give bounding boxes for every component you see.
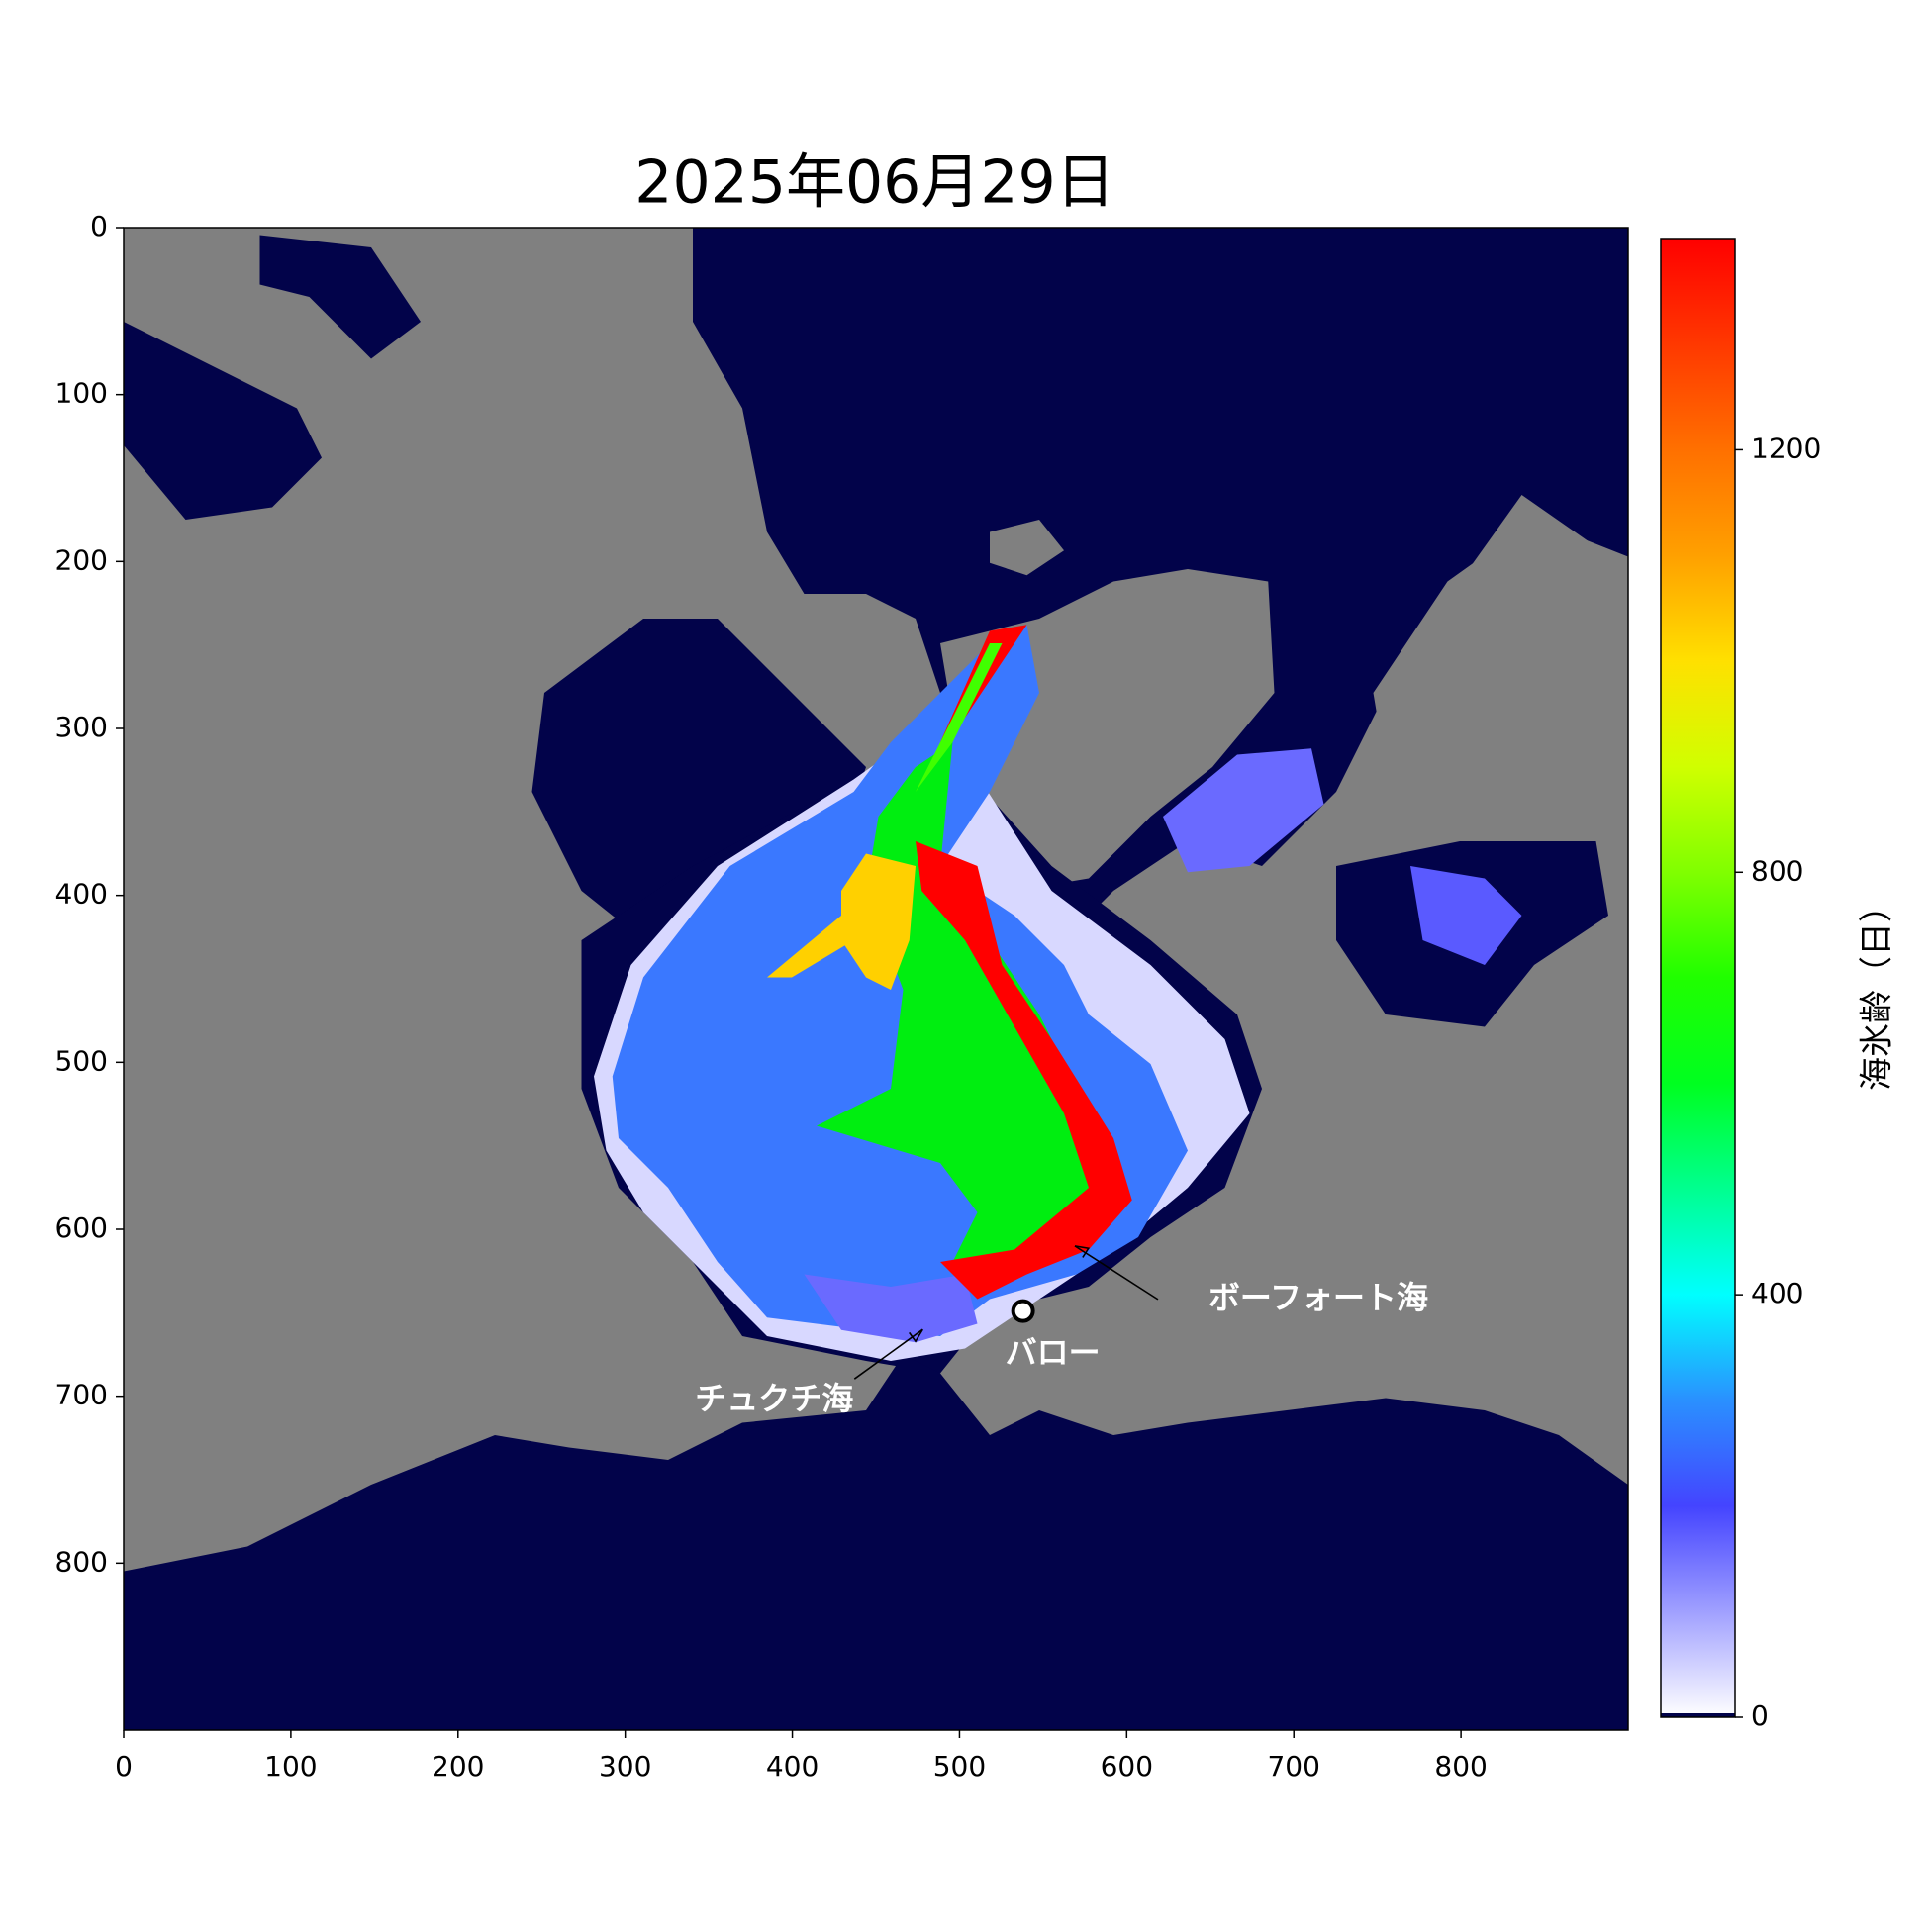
colorbar-tick-label: 1200 bbox=[1751, 432, 1821, 464]
ice bbox=[903, 643, 1003, 817]
marker bbox=[1011, 1299, 1035, 1323]
ice bbox=[1410, 866, 1522, 965]
x-tick-label: 100 bbox=[264, 1750, 317, 1783]
plot-frame bbox=[123, 227, 1629, 1731]
x-tick-label: 0 bbox=[115, 1750, 133, 1783]
x-tick-label: 700 bbox=[1267, 1750, 1319, 1783]
annotation-arrow bbox=[1074, 1245, 1159, 1301]
marker-label: バロー bbox=[1006, 1334, 1101, 1372]
ice bbox=[916, 841, 1132, 1300]
ice bbox=[1163, 748, 1324, 873]
colorbar-tick-label: 0 bbox=[1751, 1699, 1769, 1732]
x-tick-label: 400 bbox=[766, 1750, 819, 1783]
land bbox=[990, 520, 1064, 576]
chart-title: 2025年06月29日 bbox=[634, 148, 1114, 218]
y-tick-label: 800 bbox=[55, 1545, 108, 1578]
colorbar-frame bbox=[1660, 238, 1736, 1718]
x-tick-label: 200 bbox=[432, 1750, 484, 1783]
x-tick-label: 300 bbox=[599, 1750, 651, 1783]
arrow-head bbox=[1074, 1245, 1091, 1258]
ocean bbox=[124, 1354, 1628, 1730]
ice bbox=[804, 1274, 978, 1343]
x-tick-label: 600 bbox=[1101, 1750, 1153, 1783]
map bbox=[124, 228, 1628, 1730]
y-tick-label: 200 bbox=[55, 543, 108, 576]
ocean bbox=[259, 235, 421, 359]
x-tick-label: 800 bbox=[1434, 1750, 1487, 1783]
x-tick-label: 500 bbox=[933, 1750, 986, 1783]
y-tick-label: 100 bbox=[55, 377, 108, 410]
arrow-head bbox=[909, 1328, 923, 1343]
annotation-label: ボーフォート海 bbox=[1208, 1279, 1428, 1316]
ice bbox=[767, 916, 854, 978]
annotation-label: チュクチ海 bbox=[695, 1380, 853, 1417]
colorbar-tick-label: 800 bbox=[1751, 854, 1803, 887]
ocean bbox=[124, 322, 322, 520]
annotation-arrow bbox=[853, 1328, 923, 1380]
ice bbox=[841, 853, 916, 990]
y-tick-label: 300 bbox=[55, 711, 108, 743]
colorbar-tick-label: 400 bbox=[1751, 1277, 1803, 1309]
y-tick-label: 700 bbox=[55, 1379, 108, 1411]
colorbar-ocean bbox=[1661, 1713, 1735, 1717]
y-tick-label: 500 bbox=[55, 1044, 108, 1077]
y-tick-label: 600 bbox=[55, 1211, 108, 1244]
ocean bbox=[531, 619, 866, 940]
y-tick-label: 400 bbox=[55, 878, 108, 911]
colorbar-label: 海氷齢（日） bbox=[1858, 889, 1897, 1091]
colorbar bbox=[1661, 239, 1735, 1717]
y-tick-label: 0 bbox=[90, 210, 108, 242]
land bbox=[1373, 520, 1628, 792]
